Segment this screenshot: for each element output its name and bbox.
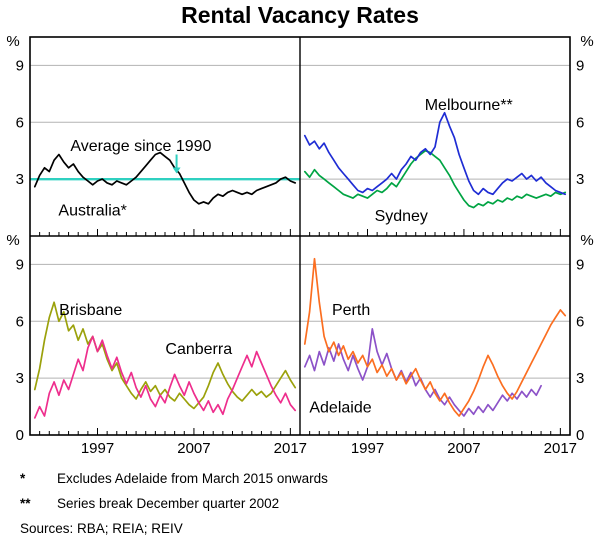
series-canberra <box>33 335 297 419</box>
y-tick-label: 3 <box>576 171 584 188</box>
y-tick-label: 3 <box>576 370 584 387</box>
y-tick-label: 0 <box>16 427 24 444</box>
footnote-2-marker: ** <box>20 495 31 511</box>
y-tick-label: 9 <box>16 256 24 273</box>
annotation-melbourne: Melbourne** <box>425 97 513 114</box>
y-tick-label: 0 <box>576 427 584 444</box>
y-tick-label: 6 <box>16 313 24 330</box>
x-tick-label: 1997 <box>351 440 384 457</box>
footnotes: * Excludes Adelaide from March 2015 onwa… <box>0 464 600 538</box>
series-melbourne <box>303 111 567 196</box>
annotation-australia: Australia* <box>58 202 126 219</box>
annotation-adelaide: Adelaide <box>309 400 371 417</box>
vacancy-rates-chart: 1997 1997 2007 2007 2017 2017 3 3 6 6 9 9% % 0 0 3 3 6 6 9 9… <box>6 33 593 457</box>
y-tick-label: 6 <box>576 313 584 330</box>
y-tick-label: 9 <box>16 57 24 74</box>
footnote-2: ** Series break December quarter 2002 <box>20 496 584 513</box>
annotation-brisbane: Brisbane <box>59 302 122 319</box>
footnote-1: * Excludes Adelaide from March 2015 onwa… <box>20 471 584 488</box>
x-tick-label: 2017 <box>544 440 577 457</box>
series-brisbane <box>33 301 297 410</box>
series-sydney <box>303 149 567 209</box>
y-tick-label: 3 <box>16 370 24 387</box>
footnote-1-text: Excludes Adelaide from March 2015 onward… <box>57 471 328 486</box>
x-tick-label: 2007 <box>447 440 480 457</box>
annotation-canberra: Canberra <box>165 341 232 358</box>
y-tick-label: 6 <box>16 114 24 131</box>
unit-label: % <box>6 232 19 249</box>
x-tick-label: 2017 <box>274 440 307 457</box>
unit-label: % <box>580 232 593 249</box>
footnote-1-marker: * <box>20 471 26 486</box>
series-perth <box>303 257 567 417</box>
y-tick-label: 9 <box>576 256 584 273</box>
y-tick-label: 9 <box>576 57 584 74</box>
footnote-2-text: Series break December quarter 2002 <box>57 495 280 511</box>
chart-title: Rental Vacancy Rates <box>181 2 419 28</box>
annotation-perth: Perth <box>332 302 370 319</box>
unit-label: % <box>580 33 593 50</box>
x-tick-label: 1997 <box>81 440 114 457</box>
y-tick-label: 3 <box>16 171 24 188</box>
annotation-sydney: Sydney <box>375 208 428 225</box>
series-australia <box>33 151 297 205</box>
unit-label: % <box>6 33 19 50</box>
x-tick-label: 2007 <box>177 440 210 457</box>
annotation-averagesince1990: Average since 1990 <box>70 138 211 155</box>
annotation-arrowhead <box>172 167 181 174</box>
y-tick-label: 6 <box>576 114 584 131</box>
sources-line: Sources: RBA; REIA; REIV <box>20 520 183 536</box>
